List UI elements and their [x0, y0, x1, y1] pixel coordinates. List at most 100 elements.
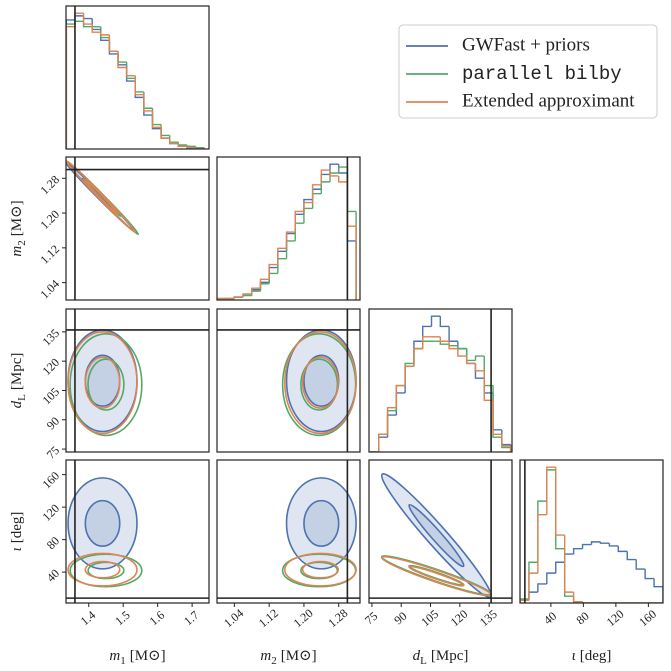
histogram-step — [143, 94, 153, 112]
axis-symbol: d — [9, 400, 25, 408]
axis-subscript: 2 — [16, 240, 28, 246]
axis-symbol: ι — [572, 648, 576, 664]
histogram-step — [465, 356, 476, 365]
axis-label: dL [Mpc] — [413, 648, 469, 666]
histogram-step — [117, 51, 127, 63]
histogram-step — [329, 170, 339, 177]
histogram-step — [563, 535, 574, 593]
x-tick-label: 1.04 — [221, 606, 246, 630]
histogram-step — [303, 207, 313, 224]
x-tick-label: 1.20 — [291, 606, 316, 630]
histogram-step — [108, 34, 119, 52]
histogram-step — [277, 247, 287, 265]
axis-unit: [deg] — [580, 648, 612, 664]
histogram-step — [143, 97, 153, 116]
axis-label: m1 [M⊙] — [109, 648, 165, 666]
axis-subscript: 2 — [271, 655, 277, 667]
histogram-step — [169, 138, 179, 145]
histogram-step — [160, 124, 170, 137]
histogram-step — [386, 409, 397, 435]
histogram-step — [528, 572, 538, 601]
histogram-step — [74, 20, 84, 25]
histogram-step — [422, 325, 432, 342]
panel-frame — [216, 308, 361, 453]
panel-frame — [519, 459, 664, 604]
histogram-step — [329, 172, 339, 182]
histogram-step — [528, 591, 538, 601]
axis-label: m2 [M⊙] — [260, 648, 316, 666]
histogram-step — [404, 365, 414, 393]
axis-subscript: L — [16, 394, 28, 401]
y-tick-label: 135 — [39, 326, 62, 349]
histogram-step — [590, 541, 601, 545]
histogram-step — [338, 166, 348, 174]
histogram-step — [294, 213, 304, 234]
histogram-step — [117, 51, 127, 69]
x-tick-label: 1.7 — [181, 608, 201, 628]
histogram-step — [439, 341, 450, 345]
histogram-step — [100, 26, 110, 39]
axis-label: dL [Mpc] — [9, 353, 27, 409]
histogram-step — [422, 340, 432, 349]
panel — [66, 309, 209, 452]
axis-subscript: 1 — [120, 655, 126, 667]
histogram-step — [581, 601, 592, 603]
histogram-step — [448, 341, 458, 350]
y-tick-label: 120 — [39, 355, 62, 378]
x-tick-label: 75 — [362, 609, 380, 627]
histogram-step — [626, 551, 637, 561]
histogram-step — [74, 15, 84, 20]
histogram-step — [395, 392, 406, 416]
histogram-step — [242, 294, 252, 298]
histogram-step — [546, 469, 556, 502]
contour — [408, 565, 465, 587]
panel-frame — [65, 156, 210, 301]
histogram-step — [82, 13, 93, 25]
histogram-step — [635, 559, 646, 570]
x-tick-label: 120 — [448, 607, 471, 629]
histogram-step — [546, 572, 556, 584]
histogram-step — [134, 75, 144, 96]
histogram-step — [251, 288, 261, 295]
histogram-step — [251, 290, 261, 296]
histogram-step — [617, 545, 628, 553]
contour — [67, 552, 138, 587]
x-tick-label: 1.6 — [147, 608, 167, 628]
histogram-step — [422, 336, 432, 349]
axis-unit: [M⊙] — [9, 200, 25, 236]
histogram-step — [82, 15, 93, 20]
y-tick-label: 1.28 — [37, 172, 62, 197]
panel-frame — [216, 459, 361, 604]
axis-label: ι[deg] — [572, 648, 612, 664]
histogram-step — [177, 142, 187, 146]
y-tick-label: 1.12 — [37, 242, 62, 267]
histogram-step — [125, 67, 136, 77]
legend-label: GWFast + priors — [462, 34, 590, 55]
panel-frame — [368, 459, 513, 604]
histogram-step — [474, 355, 485, 361]
y-tick-label: 1.04 — [37, 277, 62, 302]
contour — [84, 560, 121, 579]
axis-symbol: ι — [9, 547, 25, 551]
panel — [217, 309, 360, 452]
y-tick-label: 1.20 — [37, 207, 62, 232]
histogram-step — [338, 175, 348, 183]
histogram-step — [465, 348, 476, 362]
histogram-step — [259, 278, 270, 289]
y-tick-label: 90 — [44, 414, 62, 432]
histogram-step — [555, 561, 565, 574]
histogram-step — [242, 293, 252, 298]
histogram-step — [268, 272, 278, 284]
histogram-step — [386, 414, 397, 438]
contour — [67, 331, 138, 435]
histogram-step — [386, 407, 397, 435]
histogram-step — [285, 240, 296, 259]
x-tick-label: 1.12 — [256, 606, 281, 630]
panel — [369, 460, 512, 603]
panel-frame — [65, 459, 210, 604]
histogram-step — [430, 315, 441, 327]
histogram-step — [346, 167, 357, 213]
axis-label: m2 [M⊙] — [9, 200, 27, 256]
axis-symbol: m — [260, 648, 271, 664]
